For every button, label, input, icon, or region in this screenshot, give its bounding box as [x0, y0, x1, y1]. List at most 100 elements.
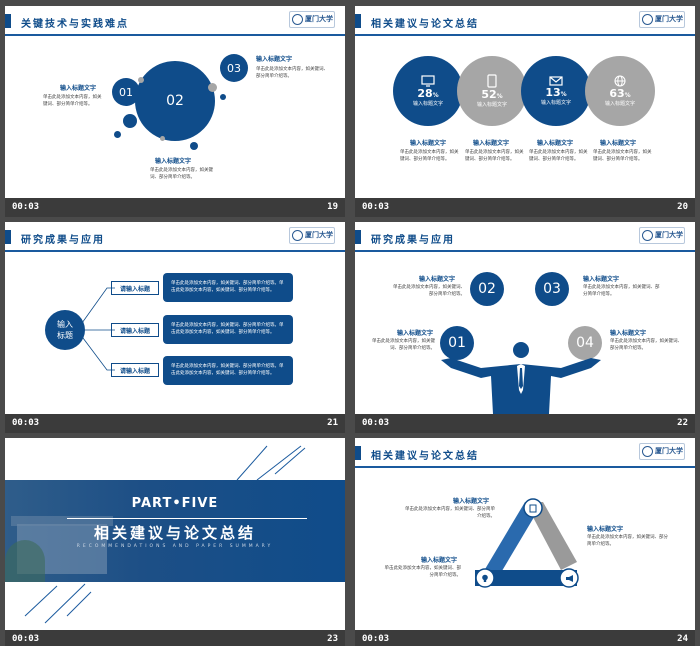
stat-circle-2: 52% 输入标题文字 [457, 56, 527, 126]
slide-canvas: 相关建议与论文总结 厦门大学 输入标题文字 单击此处添加文本内容，如关键词、部分… [355, 438, 695, 630]
desc-02: 单击此处添加文本内容，如关键词、部分简单介绍等。 [393, 285, 465, 297]
megaphone-icon [566, 575, 573, 582]
triangle-cycle-diagram [475, 498, 579, 588]
bubble-decoration [123, 114, 137, 128]
header-divider [5, 34, 345, 36]
header-accent-bar [355, 230, 361, 244]
slide-thumbnail-23[interactable]: PART•FIVE 相关建议与论文总结 RECOMMENDATIONS AND … [5, 438, 345, 646]
slide-thumbnail-24[interactable]: 相关建议与论文总结 厦门大学 输入标题文字 单击此处添加文本内容，如关键词、部分… [355, 438, 695, 646]
businessman-silhouette [441, 342, 601, 414]
desc-01: 单击此处添加文本内容，如关键词、部分简单介绍等。 [372, 339, 435, 351]
phone-icon [487, 74, 497, 88]
stat-circle-4: 63% 输入标题文字 [585, 56, 655, 126]
circle-01: 01 [440, 326, 474, 360]
label-04: 输入标题文字 [610, 330, 647, 337]
label-02: 输入标题文字 [419, 276, 456, 283]
label-03: 输入标题文字 [583, 276, 620, 283]
desc-03: 单击此处添加文本内容，如关键词、部分简单介绍等。 [256, 67, 328, 79]
slide-footer: 00:03 23 [5, 630, 345, 646]
label-bottom: 输入标题文字 [421, 557, 458, 564]
header-divider [355, 34, 695, 36]
circle-03: 03 [535, 272, 569, 306]
desc-04: 单击此处添加文本内容，如关键词、部分简单介绍等。 [610, 339, 682, 351]
header-divider [5, 250, 345, 252]
desc-2: 单击此处添加文本内容，如关键词、部分简单介绍等。 [465, 150, 524, 162]
desc-01: 单击此处添加文本内容，如关键词、部分简单介绍等。 [43, 95, 102, 107]
label-01: 输入标题文字 [397, 330, 434, 337]
diagonal-decoration [24, 445, 306, 624]
label-top: 输入标题文字 [453, 498, 490, 505]
university-logo: 厦门大学 [639, 227, 685, 244]
slide-thumbnail-22[interactable]: 研究成果与应用 厦门大学 02 03 01 04 输入标题文字 单击此处添加文本… [355, 222, 695, 433]
bubble-decoration [208, 83, 217, 92]
desc-02: 单击此处添加文本内容，如关键词、部分简单介绍等。 [150, 168, 213, 180]
clipboard-icon [529, 504, 537, 513]
row-tag-1: 请输入标题 [111, 281, 159, 295]
label-right: 输入标题文字 [587, 526, 624, 533]
section-divider [67, 518, 307, 519]
circle-04: 04 [568, 326, 602, 360]
campus-photo-banner [5, 480, 345, 582]
bubble-decoration [114, 131, 121, 138]
caption-2: 输入标题文字 [473, 140, 510, 147]
slide-footer: 00:03 20 [355, 198, 695, 217]
slide-canvas: 研究成果与应用 厦门大学 输入 标题 请输入标题 请输入标题 请输入标题 单击此… [5, 222, 345, 414]
header-accent-bar [5, 14, 11, 28]
lightbulb-icon [482, 574, 488, 582]
slide-title: 研究成果与应用 [21, 235, 105, 246]
row-tag-2: 请输入标题 [111, 323, 159, 337]
header-accent-bar [5, 230, 11, 244]
university-logo: 厦门大学 [289, 11, 335, 28]
university-logo: 厦门大学 [289, 227, 335, 244]
header-accent-bar [355, 446, 361, 460]
row-text-1: 单击此处添加文本内容，如关键词、部分简单介绍等。单击此处添加文本内容，如关键词、… [163, 273, 293, 302]
caption-4: 输入标题文字 [600, 140, 637, 147]
globe-icon [614, 75, 626, 87]
slide-canvas: 相关建议与论文总结 厦门大学 28% 输入标题文字 52% 输入标题文字 13%… [355, 6, 695, 198]
mail-icon [549, 76, 563, 86]
tree-shape [5, 540, 45, 582]
monitor-icon [421, 75, 435, 87]
row-text-2: 单击此处添加文本内容，如关键词、部分简单介绍等。单击此处添加文本内容，如关键词、… [163, 315, 293, 344]
bubble-decoration [138, 77, 144, 83]
slide-title: 相关建议与论文总结 [371, 19, 479, 30]
circle-01: 01 [112, 78, 140, 106]
slide-title: 相关建议与论文总结 [371, 451, 479, 462]
slide-footer: 00:03 19 [5, 198, 345, 217]
label-02: 输入标题文字 [155, 158, 192, 165]
slide-thumbnail-19[interactable]: 关键技术与实践难点 厦门大学 02 01 03 输入标题文字 单击此处添加文本内… [5, 6, 345, 217]
center-circle: 输入 标题 [45, 310, 85, 350]
desc-4: 单击此处添加文本内容，如关键词、部分简单介绍等。 [593, 150, 652, 162]
caption-1: 输入标题文字 [410, 140, 447, 147]
slide-canvas: 关键技术与实践难点 厦门大学 02 01 03 输入标题文字 单击此处添加文本内… [5, 6, 345, 198]
desc-top: 单击此处添加文本内容，如关键词、部分简单介绍等。 [405, 507, 495, 519]
header-accent-bar [355, 14, 361, 28]
row-text-3: 单击此处添加文本内容，如关键词、部分简单介绍等。单击此处添加文本内容，如关键词、… [163, 356, 293, 385]
bubble-decoration [220, 94, 226, 100]
slide-canvas: PART•FIVE 相关建议与论文总结 RECOMMENDATIONS AND … [5, 438, 345, 630]
desc-3: 单击此处添加文本内容，如关键词、部分简单介绍等。 [529, 150, 588, 162]
caption-3: 输入标题文字 [537, 140, 574, 147]
header-divider [355, 466, 695, 468]
section-title: 相关建议与论文总结 [93, 524, 256, 542]
circle-02: 02 [470, 272, 504, 306]
slide-thumbnail-20[interactable]: 相关建议与论文总结 厦门大学 28% 输入标题文字 52% 输入标题文字 13%… [355, 6, 695, 217]
slide-canvas: 研究成果与应用 厦门大学 02 03 01 04 输入标题文字 单击此处添加文本… [355, 222, 695, 414]
header-divider [355, 250, 695, 252]
desc-right: 单击此处添加文本内容，如关键词、部分简单介绍等。 [587, 535, 668, 547]
section-subtitle: RECOMMENDATIONS AND PAPER SUMMARY [76, 544, 274, 549]
label-03: 输入标题文字 [256, 56, 293, 63]
slide-thumbnail-21[interactable]: 研究成果与应用 厦门大学 输入 标题 请输入标题 请输入标题 请输入标题 单击此… [5, 222, 345, 433]
stat-circle-3: 13% 输入标题文字 [521, 56, 591, 126]
label-01: 输入标题文字 [60, 85, 97, 92]
university-logo: 厦门大学 [639, 11, 685, 28]
desc-1: 单击此处添加文本内容，如关键词、部分简单介绍等。 [400, 150, 459, 162]
main-circle: 02 [135, 61, 215, 141]
row-tag-3: 请输入标题 [111, 363, 159, 377]
bubble-decoration [160, 136, 165, 141]
bubble-decoration [190, 142, 198, 150]
slide-footer: 00:03 24 [355, 630, 695, 646]
circle-03: 03 [220, 54, 248, 82]
building-roof [11, 516, 113, 526]
desc-bottom: 单击此处添加文本内容，如关键词、部分简单介绍等。 [384, 566, 462, 578]
